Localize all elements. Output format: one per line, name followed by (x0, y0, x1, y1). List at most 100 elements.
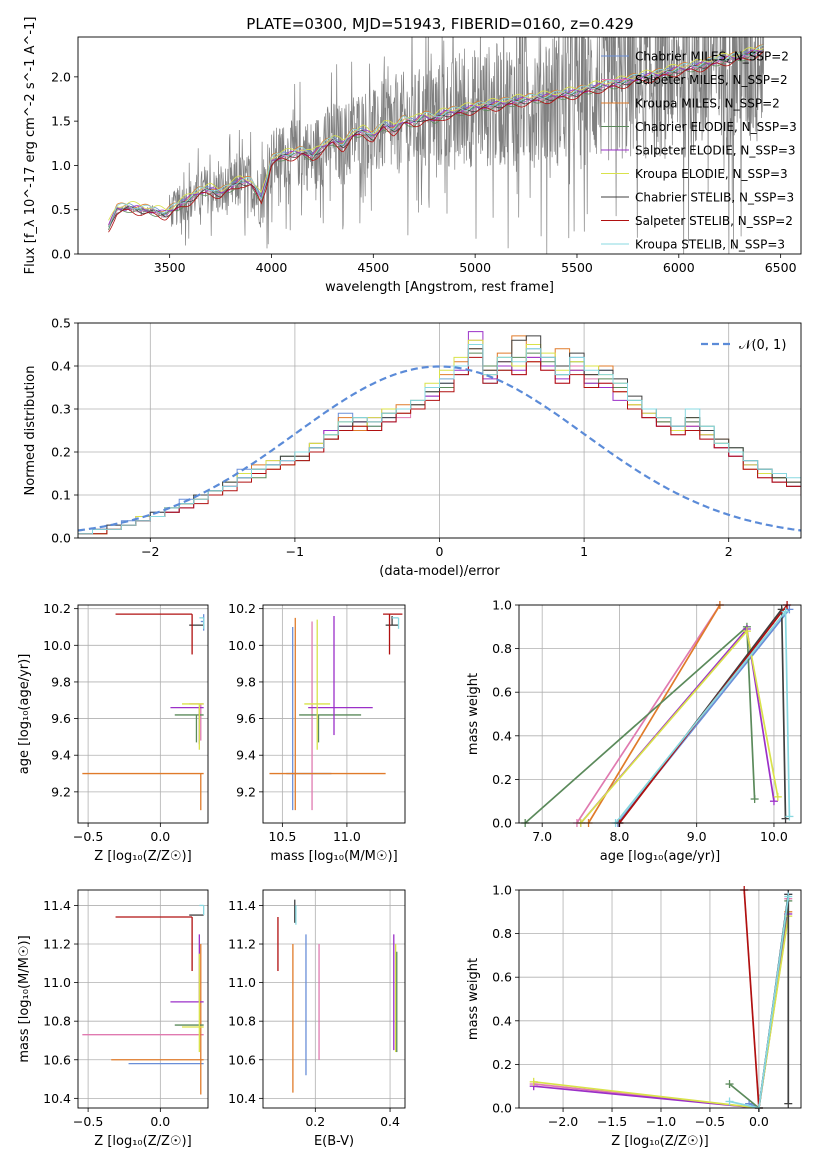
errorbar-point (182, 953, 204, 1053)
weight-point-marker (781, 607, 790, 616)
y-tick-label: 0.0 (492, 816, 512, 831)
legend-label: Kroupa ELODIE, N_SSP=3 (635, 167, 788, 181)
y-tick-label: 0.8 (492, 926, 512, 941)
x-tick-label: 0.0 (749, 1114, 769, 1129)
x-axis-label: (data-model)/error (379, 564, 500, 579)
legend-label: Chabrier ELODIE, N_SSP=3 (635, 120, 797, 134)
x-tick-label: 0.4 (380, 1114, 400, 1129)
y-tick-label: 0.5 (51, 316, 71, 331)
errorbar-point (115, 613, 193, 655)
x-tick-label: 3500 (154, 260, 186, 275)
y-tick-label: 0.0 (492, 1101, 512, 1116)
errorbar-point (304, 619, 331, 750)
y-tick-label: 9.6 (51, 711, 71, 726)
errorbar-point (392, 617, 400, 629)
x-tick-label: 11.0 (333, 829, 361, 844)
axes-frame (518, 604, 802, 824)
y-tick-label: 10.0 (43, 638, 71, 653)
spectrum-legend: Chabrier MILES, N_SSP=2 Salpeter MILES, N… (601, 50, 797, 252)
y-tick-label: 9.8 (236, 674, 256, 689)
model-series-line (108, 47, 764, 221)
y-tick-label: 10.6 (43, 1052, 71, 1067)
weight-point-marker (725, 1097, 734, 1106)
y-tick-label: 10.8 (228, 1014, 256, 1029)
legend-label: Salpeter ELODIE, N_SSP=3 (635, 144, 796, 158)
y-tick-label: 11.4 (228, 898, 256, 913)
y-tick-label: 11.0 (228, 975, 256, 990)
x-axis-label: Z [log₁₀(Z/Z☉)] (611, 1134, 708, 1149)
y-tick-label: 0.0 (51, 531, 71, 546)
y-tick-label: 0.4 (492, 728, 512, 743)
x-tick-label: 0 (436, 544, 444, 559)
weight-series-line (533, 916, 790, 1108)
residuals-panel: −2 −1 0 1 2 0.0 0.1 0.2 0.3 0.4 0.5 (data-model)/er… (23, 316, 802, 579)
spectrum-panel: 3500 4000 4500 5000 5500 6000 6500 0.0 0.5 1.0 1.5… (23, 17, 802, 295)
y-axis-label: mass weight (466, 958, 481, 1040)
x-axis-label: mass [log₁₀(M/M☉)] (270, 849, 397, 864)
weight-point-marker (529, 1077, 538, 1086)
legend-label: Salpeter MILES, N_SSP=2 (635, 73, 788, 87)
errorbar-point (182, 703, 204, 750)
observed-spectrum-line (108, 37, 765, 254)
legend-label: Chabrier MILES, N_SSP=2 (635, 50, 789, 64)
mass-vs-EBV-panel: 0.2 0.4 10.4 10.6 10.8 11.0 11.2 11.4 E(B-V) (228, 889, 406, 1149)
errorbar-point (299, 714, 362, 743)
y-tick-label: 9.6 (236, 711, 256, 726)
y-tick-label: 10.8 (43, 1014, 71, 1029)
x-axis-label: age [log₁₀(age/yr)] (600, 849, 721, 864)
y-tick-label: 10.0 (228, 638, 256, 653)
legend-label: Chabrier STELIB, N_SSP=3 (635, 191, 794, 205)
x-tick-label: 8.0 (609, 829, 629, 844)
axes-frame (262, 604, 406, 824)
y-tick-label: 11.4 (43, 898, 71, 913)
y-tick-label: 0.4 (51, 359, 71, 374)
axes-frame (518, 889, 802, 1109)
x-tick-label: 10.0 (760, 829, 788, 844)
x-tick-label: 2 (725, 544, 733, 559)
x-tick-label: −0.5 (695, 1114, 725, 1129)
model-series-line (108, 51, 764, 231)
y-tick-label: 0.6 (492, 970, 512, 985)
errorbar-point (383, 613, 403, 655)
weight-series-line (748, 894, 790, 1108)
x-tick-label: 9.0 (687, 829, 707, 844)
x-tick-label: −2.0 (548, 1114, 578, 1129)
model-series-line (108, 51, 764, 233)
errorbar-point (269, 617, 386, 811)
y-tick-label: 11.2 (228, 937, 256, 952)
x-tick-label: −1.0 (646, 1114, 676, 1129)
y-tick-label: 10.2 (228, 601, 256, 616)
y-tick-label: 0.2 (51, 445, 71, 460)
legend-label: Kroupa STELIB, N_SSP=3 (635, 238, 785, 252)
x-tick-label: −0.5 (73, 1114, 103, 1129)
weight-point-marker (769, 797, 778, 806)
y-axis-label: mass weight (466, 673, 481, 755)
axes-frame (77, 604, 209, 824)
axes-frame (262, 889, 406, 1109)
weight-point-marker (784, 892, 793, 901)
x-axis-label: Z [log₁₀(Z/Z☉)] (94, 849, 191, 864)
errorbar-point (111, 944, 204, 1095)
y-tick-label: 0.3 (51, 402, 71, 417)
errorbar-point (82, 772, 204, 811)
y-tick-label: 0.4 (492, 1013, 512, 1028)
weight-series-line (587, 605, 721, 823)
x-tick-label: −2 (141, 544, 159, 559)
errorbar-point (308, 615, 373, 736)
age-vs-mass-panel: 10.5 11.0 9.2 9.4 9.6 9.8 10.0 10.2 mass [log₁₀(… (228, 601, 406, 864)
model-series-line (108, 45, 764, 228)
y-axis-label: Normed distribution (23, 366, 38, 496)
x-axis-label: Z [log₁₀(Z/Z☉)] (94, 1134, 191, 1149)
x-tick-label: 6000 (663, 260, 695, 275)
y-tick-label: 9.8 (51, 674, 71, 689)
x-tick-label: 4500 (357, 260, 389, 275)
x-axis-label: wavelength [Angstrom, rest frame] (325, 280, 554, 295)
figure-title: PLATE=0300, MJD=51943, FIBERID=0160, z=0… (246, 15, 633, 33)
y-tick-label: 9.2 (236, 784, 256, 799)
histogram-step-line (78, 335, 801, 538)
errorbar-point (115, 916, 193, 972)
y-tick-label: 11.0 (43, 975, 71, 990)
y-tick-label: 1.5 (51, 114, 71, 129)
normal-reference-curve (78, 365, 801, 532)
